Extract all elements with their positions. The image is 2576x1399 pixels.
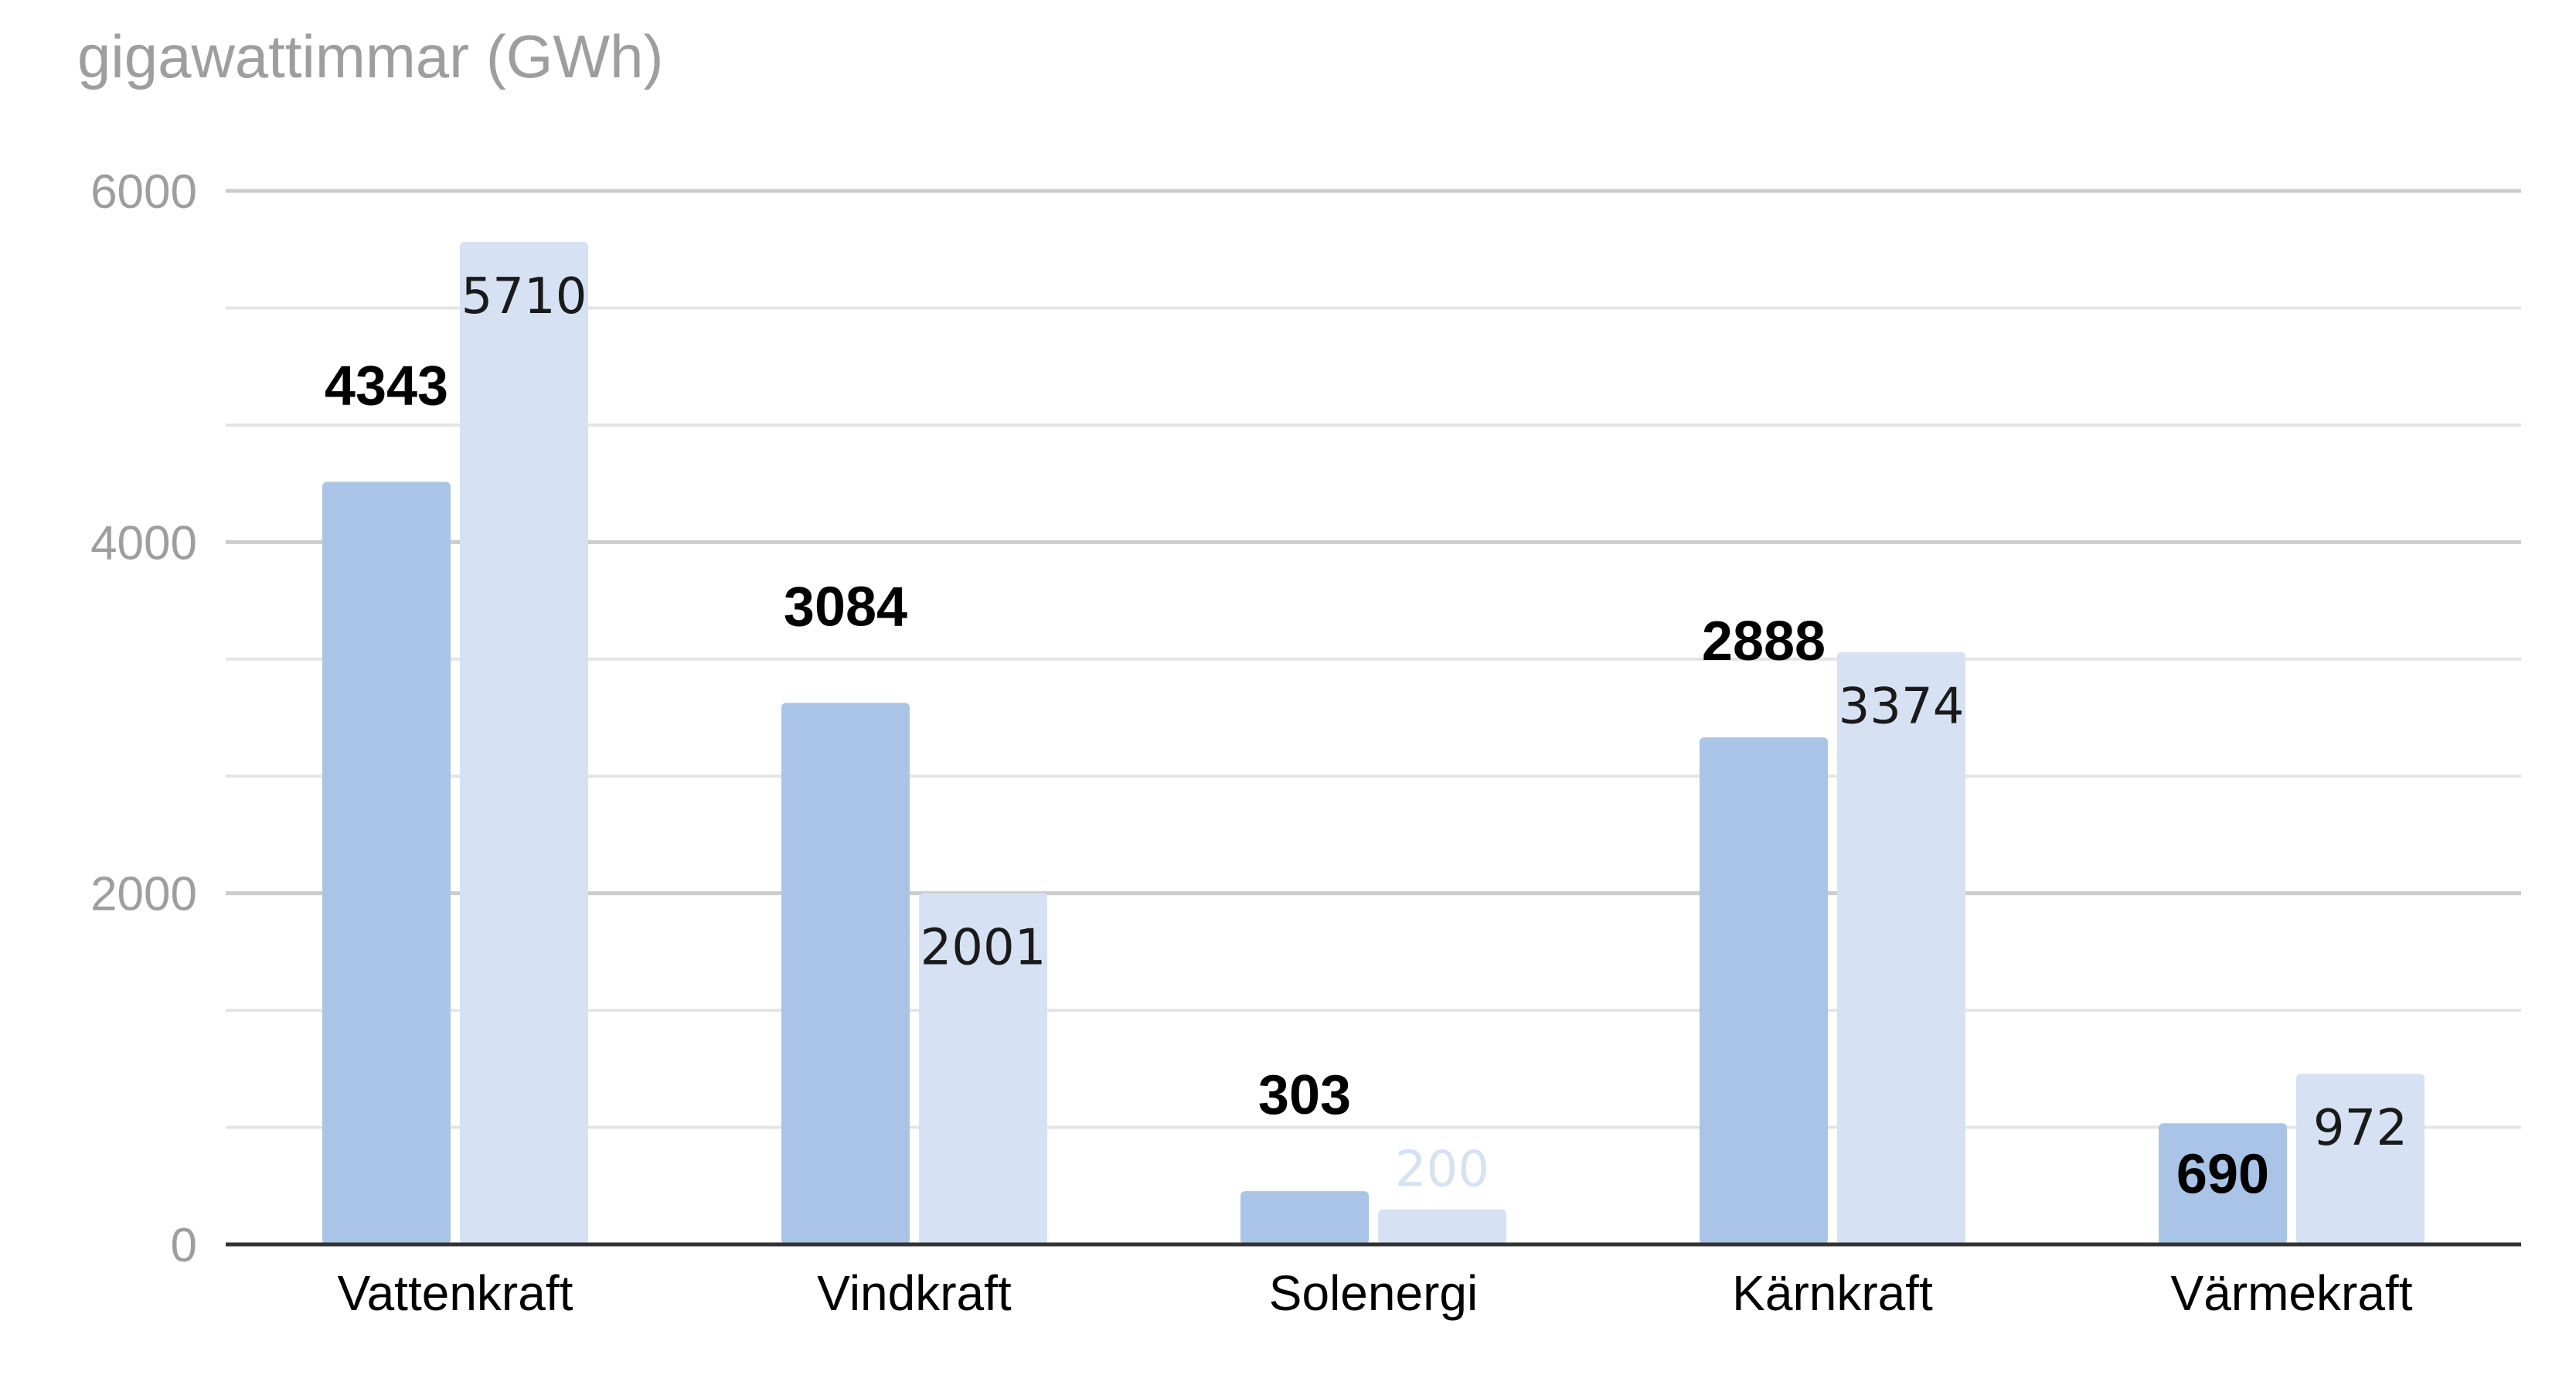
data-label-series2-2: 200: [1395, 1142, 1489, 1199]
x-tick-label: Solenergi: [1269, 1265, 1478, 1321]
y-tick-label: 0: [171, 1219, 197, 1272]
gridlines: [226, 189, 2521, 1129]
y-tick-label: 6000: [90, 165, 197, 219]
data-label-series1-1: 3084: [784, 576, 907, 638]
x-tick-label: Vindkraft: [817, 1265, 1012, 1321]
data-label-series2-3: 3374: [1839, 679, 1965, 736]
data-label-series1-3: 2888: [1702, 611, 1826, 672]
data-label-series1-4: 690: [2176, 1143, 2269, 1205]
bar-series1-3: [1700, 737, 1828, 1244]
bar-series1-2: [1240, 1191, 1369, 1244]
y-axis-ticks: 0 2000 4000 6000: [90, 165, 197, 1272]
data-label-series1-0: 4343: [325, 355, 448, 417]
x-tick-label: Kärnkraft: [1732, 1265, 1933, 1321]
y-tick-label: 4000: [90, 516, 197, 570]
bar-series2-2: [1378, 1209, 1506, 1244]
x-axis-ticks: Vattenkraft Vindkraft Solenergi Kärnkraft Vä…: [338, 1265, 2413, 1321]
bar-series1-0: [322, 482, 451, 1244]
bar-series2-1: [919, 893, 1047, 1244]
bar-series1-4: [2159, 1123, 2287, 1244]
bar-series2-3: [1837, 652, 1965, 1244]
data-label-series2-4: 972: [2313, 1100, 2408, 1157]
bars: [322, 241, 2425, 1245]
y-tick-label: 2000: [90, 868, 197, 921]
bar-series2-4: [2296, 1074, 2425, 1244]
y-axis-title: gigawattimmar (GWh): [77, 22, 663, 90]
x-tick-label: Vattenkraft: [338, 1265, 573, 1321]
data-label-series2-0: 5710: [461, 268, 587, 325]
x-tick-label: Värmekraft: [2171, 1265, 2413, 1321]
bar-series1-1: [781, 703, 910, 1244]
data-label-series1-2: 303: [1258, 1064, 1351, 1126]
bar-series2-0: [460, 241, 588, 1245]
data-label-series2-1: 2001: [920, 919, 1046, 976]
